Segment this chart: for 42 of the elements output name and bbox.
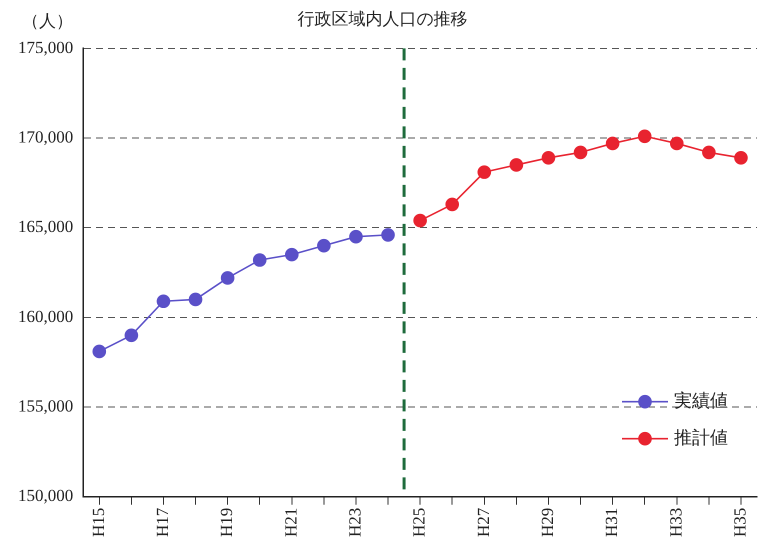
point: [317, 238, 331, 252]
point: [252, 253, 267, 267]
point: [413, 214, 427, 228]
point: [188, 292, 202, 306]
x-tick-label: H33: [666, 508, 686, 538]
point: [734, 150, 748, 165]
y-tick-label: 150,000: [18, 486, 74, 506]
x-tick-label: H25: [410, 508, 429, 538]
point: [349, 230, 363, 244]
point: [381, 228, 395, 242]
point: [445, 198, 460, 212]
y-tick-label: 165,000: [18, 217, 74, 236]
point: [156, 294, 170, 308]
x-tick-label: H27: [474, 507, 493, 538]
x-tick-label: H21: [281, 508, 300, 538]
point: [477, 165, 492, 179]
legend-label: 推計値: [674, 427, 728, 448]
point: [510, 158, 524, 172]
x-tick-label: H35: [730, 508, 750, 538]
point: [124, 328, 138, 342]
y-tick-label: 170,000: [18, 128, 74, 147]
x-tick-label: H29: [538, 508, 557, 538]
point: [574, 146, 588, 160]
x-tick-label: H31: [602, 508, 622, 538]
y-tick-label: 160,000: [18, 306, 74, 326]
point: [220, 271, 234, 285]
y-axis-title: （人）: [22, 11, 73, 30]
point: [542, 150, 556, 165]
chart-title: 行政区域内人口の推移: [298, 10, 468, 29]
point: [92, 344, 106, 358]
y-tick-label: 175,000: [18, 38, 74, 57]
x-tick-label: H19: [217, 508, 236, 538]
point: [284, 248, 299, 262]
legend-label: 実績値: [674, 390, 728, 410]
x-tick-label: H15: [88, 508, 108, 538]
point: [702, 146, 716, 160]
point: [638, 129, 652, 144]
y-tick-label: 155,000: [18, 396, 74, 416]
point: [670, 136, 684, 150]
x-tick-label: H23: [345, 508, 364, 538]
point: [606, 136, 620, 150]
x-tick-label: H17: [152, 507, 172, 538]
